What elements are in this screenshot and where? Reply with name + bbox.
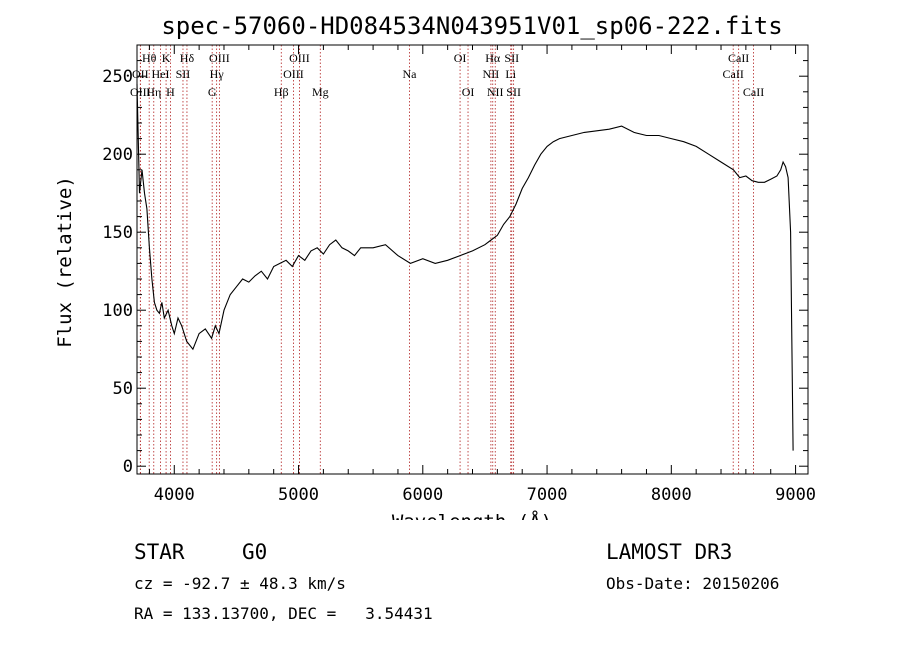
object-class: STAR: [134, 540, 185, 564]
y-tick-label: 250: [102, 67, 133, 87]
x-tick-label: 6000: [402, 485, 443, 505]
line-label-16: Na: [403, 67, 418, 81]
line-label-1: OII: [132, 67, 149, 81]
line-label-14: OIII: [289, 51, 310, 65]
redshift-cz: cz = -92.7 ± 48.3 km/s: [134, 574, 346, 593]
line-label-20: NII: [487, 85, 504, 99]
line-label-6: HeI: [151, 67, 169, 81]
line-label-22: SII: [504, 51, 519, 65]
y-tick-label: 200: [102, 145, 133, 165]
line-label-11: G: [208, 85, 217, 99]
line-label-19: NII: [483, 67, 500, 81]
line-label-24: SII: [506, 85, 521, 99]
line-label-9: OIII: [209, 51, 230, 65]
line-label-27: CaII: [743, 85, 764, 99]
y-tick-label: 150: [102, 223, 133, 243]
spectral-line-markers: [139, 45, 754, 474]
x-axis-label: Wavelength (Å): [392, 510, 552, 520]
line-label-7: SII: [176, 67, 191, 81]
y-tick-label: 100: [102, 301, 133, 321]
line-label-13: OIII: [283, 67, 304, 81]
line-label-10: Hγ: [210, 67, 225, 81]
line-label-12: Hβ: [274, 85, 289, 99]
line-label-15: Mg: [312, 85, 329, 99]
line-label-3: Hη: [146, 85, 161, 99]
line-label-26: CaII: [728, 51, 749, 65]
observation-date: Obs-Date: 20150206: [606, 574, 780, 593]
coordinates: RA = 133.13700, DEC = 3.54431: [134, 604, 433, 623]
line-label-21: Hα: [485, 51, 501, 65]
y-tick-label: 50: [113, 379, 133, 399]
line-label-23: Li: [505, 67, 516, 81]
x-tick-label: 9000: [775, 485, 816, 505]
line-label-8: Hδ: [180, 51, 195, 65]
spectrum-chart: spec-57060-HD084534N043951V01_sp06-222.f…: [54, 12, 816, 520]
y-axis-ticks: 0 50 100 150 200 250: [102, 60, 808, 477]
survey-name: LAMOST DR3: [606, 540, 733, 564]
line-label-5: H: [166, 85, 175, 99]
line-label-4: K: [162, 51, 171, 65]
line-label-17: OI: [454, 51, 467, 65]
spectrum-series-line: [136, 83, 794, 451]
x-tick-label: 5000: [278, 485, 319, 505]
x-tick-label: 8000: [651, 485, 692, 505]
line-label-25: CaII: [723, 67, 744, 81]
chart-title: spec-57060-HD084534N043951V01_sp06-222.f…: [161, 12, 782, 40]
x-tick-label: 4000: [154, 485, 195, 505]
x-tick-label: 7000: [527, 485, 568, 505]
x-axis-ticks: 4000 5000 6000 7000 8000 9000: [148, 45, 816, 505]
line-label-0: Hθ: [142, 51, 157, 65]
y-tick-label: 0: [123, 457, 133, 477]
y-axis-label: Flux (relative): [54, 176, 76, 348]
plot-frame: [136, 44, 809, 475]
line-label-18: OI: [462, 85, 475, 99]
object-subclass: G0: [242, 540, 268, 564]
